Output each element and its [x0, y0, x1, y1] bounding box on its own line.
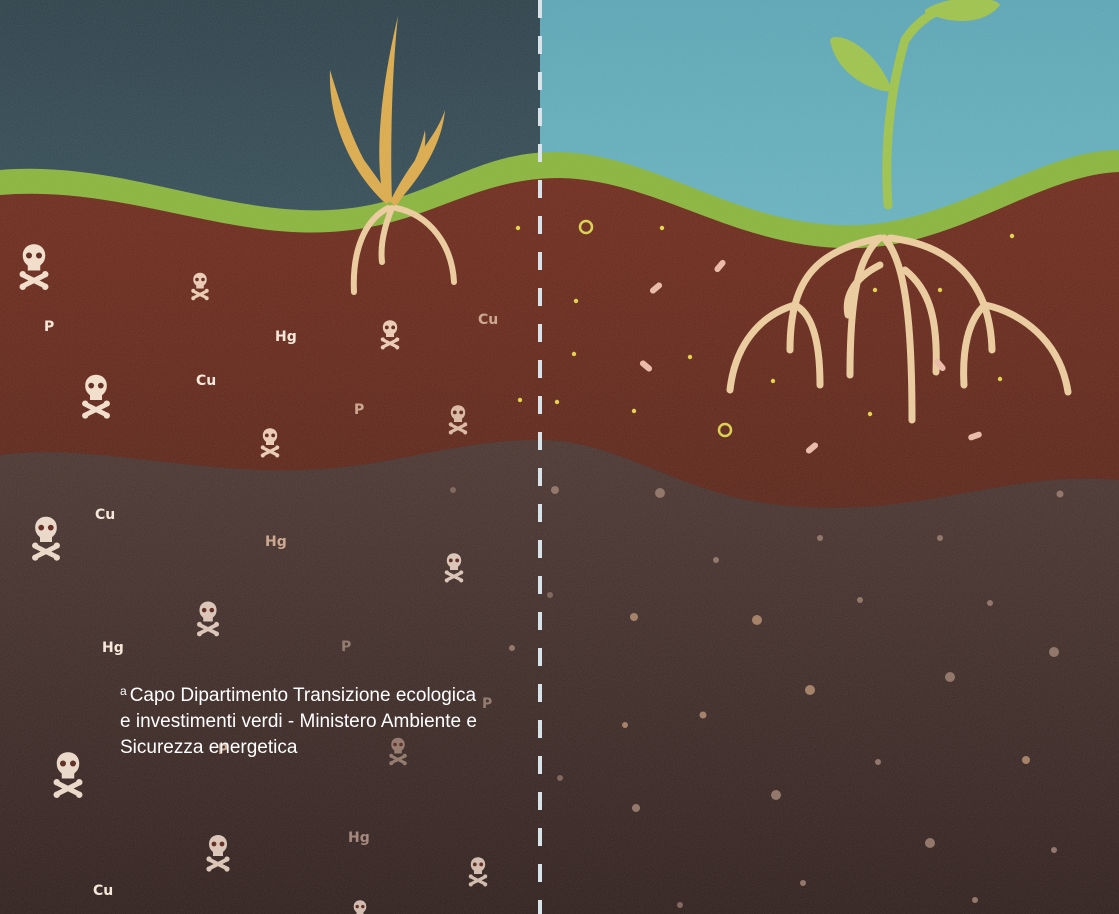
footnote-marker: a — [120, 684, 127, 698]
author-footnote: a Capo Dipartimento Transizione ecologica… — [120, 678, 480, 761]
footnote-text: Capo Dipartimento Transizione ecologica … — [120, 685, 477, 758]
